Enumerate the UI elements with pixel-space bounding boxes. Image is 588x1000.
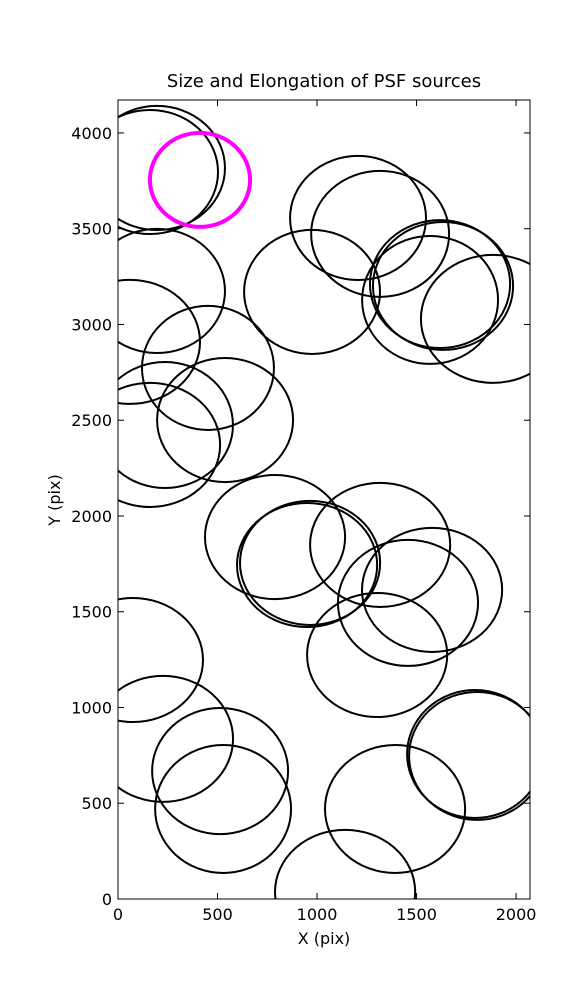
- psf-ellipse: [118, 104, 226, 232]
- chart-title: Size and Elongation of PSF sources: [167, 71, 481, 92]
- y-tick-label: 3000: [71, 315, 112, 334]
- psf-ellipse: [371, 220, 515, 351]
- psf-ellipse: [408, 690, 530, 821]
- psf-ellipse: [310, 169, 451, 298]
- x-tick-label: 0: [113, 905, 123, 924]
- y-tick-label: 4000: [71, 124, 112, 143]
- psf-ellipse: [236, 501, 379, 629]
- x-axis-label: X (pix): [298, 929, 351, 948]
- psf-ellipse: [118, 278, 201, 405]
- psf-ellipse: [118, 596, 204, 724]
- y-tick-label: 2500: [71, 411, 112, 430]
- plot-area: [118, 104, 530, 899]
- psf-ellipse: [147, 130, 253, 229]
- psf-ellipse: [118, 361, 234, 489]
- psf-ellipse: [118, 227, 226, 354]
- psf-ellipse: [419, 253, 530, 384]
- y-tick-label: 2000: [71, 507, 112, 526]
- x-tick-label: 2000: [496, 905, 537, 924]
- psf-ellipse: [140, 304, 275, 431]
- psf-ellipse: [243, 228, 382, 355]
- psf-ellipse: [239, 499, 382, 626]
- plot-frame: [117, 99, 531, 900]
- psf-ellipse: [274, 828, 417, 899]
- x-tick-label: 1500: [396, 905, 437, 924]
- y-tick-label: 500: [81, 794, 112, 813]
- x-tick-label: 1000: [297, 905, 338, 924]
- psf-ellipse: [203, 473, 347, 601]
- psf-ellipse: [118, 381, 222, 508]
- psf-ellipse: [289, 154, 428, 282]
- psf-ellipse: [323, 744, 467, 874]
- psf-ellipse: [306, 591, 449, 719]
- psf-ellipse: [368, 219, 512, 350]
- y-tick-label: 1500: [71, 603, 112, 622]
- psf-ellipse: [154, 744, 293, 874]
- psf-ellipse: [309, 481, 452, 608]
- psf-ellipse: [118, 108, 219, 236]
- y-axis-label: Y (pix): [45, 474, 64, 526]
- y-tick-label: 1000: [71, 698, 112, 717]
- psf-ellipse: [156, 356, 295, 484]
- psf-ellipse: [361, 526, 504, 653]
- psf-ellipse: [118, 674, 235, 803]
- y-tick-label: 3500: [71, 220, 112, 239]
- x-tick-label: 500: [202, 905, 233, 924]
- psf-ellipse: [151, 707, 290, 836]
- psf-ellipse: [406, 689, 530, 819]
- y-tick-label: 0: [102, 890, 112, 909]
- psf-ellipse: [361, 234, 500, 365]
